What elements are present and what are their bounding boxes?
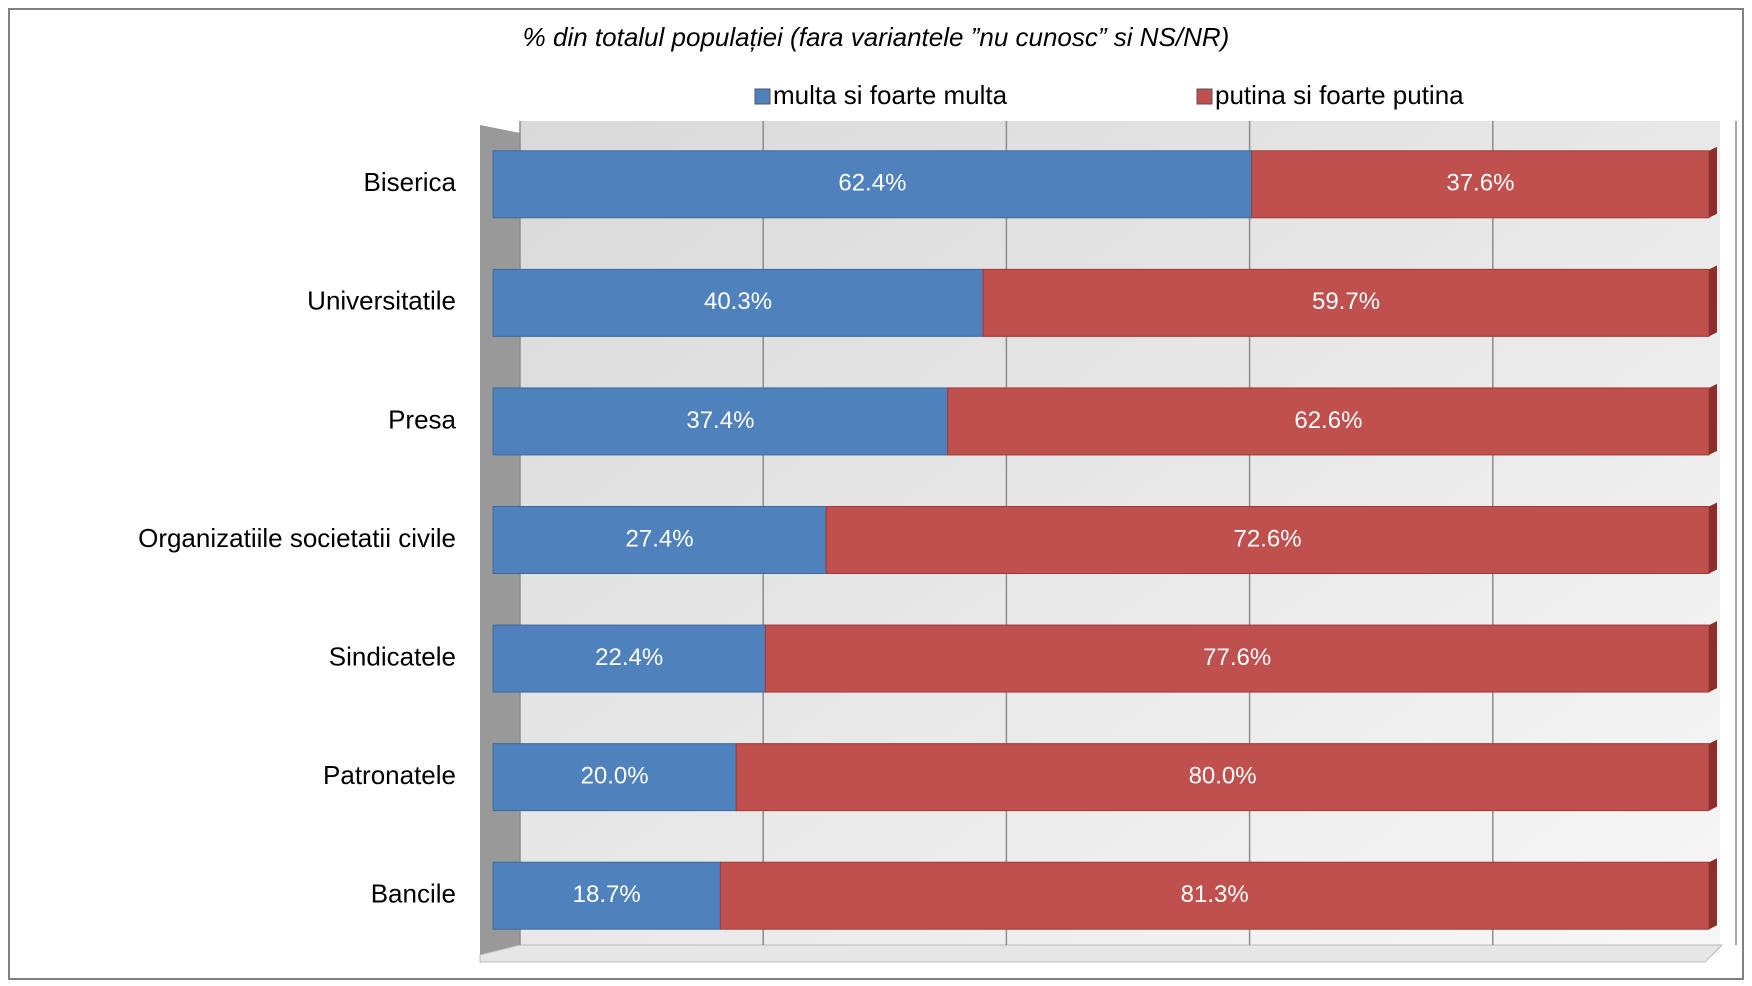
value-label: 18.7% xyxy=(573,881,641,908)
bar xyxy=(492,506,827,574)
bar-side xyxy=(1709,146,1717,218)
bar-side xyxy=(1709,739,1717,811)
value-label: 22.4% xyxy=(595,644,663,671)
bar-side xyxy=(1709,621,1717,693)
bar xyxy=(492,150,1253,219)
y-tick-label: Organizatiile societatii civile xyxy=(138,523,456,553)
bar-side xyxy=(1709,858,1717,930)
y-tick-label: Biserica xyxy=(364,167,457,197)
value-label: 27.4% xyxy=(626,525,694,552)
y-tick-label: Universitatile xyxy=(307,286,456,316)
y-tick-label: Bancile xyxy=(371,879,456,909)
y-tick-label: Presa xyxy=(388,404,456,434)
bar xyxy=(492,624,766,693)
value-label: 20.0% xyxy=(581,762,649,789)
bar-side xyxy=(1709,383,1717,455)
bar xyxy=(492,743,737,812)
value-label: 77.6% xyxy=(1203,644,1271,671)
value-label: 81.3% xyxy=(1181,881,1249,908)
value-label: 37.6% xyxy=(1446,170,1514,197)
legend-label: putina si foarte putina xyxy=(1215,80,1464,110)
bar xyxy=(492,268,984,337)
bar-side xyxy=(1709,265,1717,337)
bar-side xyxy=(1709,502,1717,574)
value-label: 72.6% xyxy=(1234,525,1302,552)
chart-title: % din totalul populației (fara variantel… xyxy=(523,22,1230,52)
value-label: 37.4% xyxy=(686,407,754,434)
bar xyxy=(982,268,1710,337)
value-label: 62.4% xyxy=(838,170,906,197)
value-label: 40.3% xyxy=(704,288,772,315)
value-label: 80.0% xyxy=(1189,762,1257,789)
bar xyxy=(947,387,1710,456)
bar xyxy=(719,861,1710,930)
legend-label: multa si foarte multa xyxy=(773,80,1008,110)
y-tick-label: Sindicatele xyxy=(329,641,456,671)
bar xyxy=(492,861,721,930)
floor xyxy=(479,944,1724,963)
y-tick-label: Patronatele xyxy=(323,760,456,790)
legend-swatch xyxy=(754,88,771,105)
legend-swatch xyxy=(1196,88,1213,105)
bar xyxy=(764,624,1710,693)
bar xyxy=(825,506,1710,574)
value-label: 59.7% xyxy=(1312,288,1380,315)
bar xyxy=(492,387,949,456)
bar xyxy=(735,743,1710,812)
value-label: 62.6% xyxy=(1294,407,1362,434)
